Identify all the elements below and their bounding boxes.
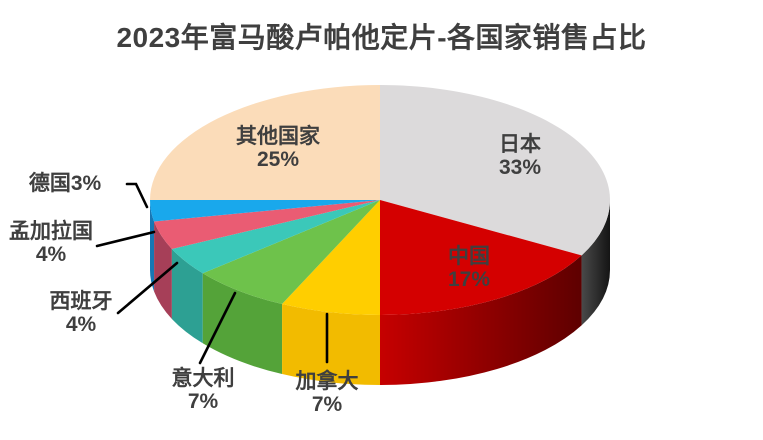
pie-slice-italy — [202, 200, 380, 305]
pie-slices — [150, 85, 611, 385]
slice-label-italy: 意大利 7% — [172, 367, 235, 413]
pie-wall-japan — [581, 200, 610, 326]
slice-label-others-value: 25% — [256, 148, 300, 171]
slice-label-china: 中国 17% — [448, 245, 490, 291]
leader-lines — [95, 182, 329, 365]
pie-wall-bangladesh — [154, 221, 172, 319]
slice-label-canada-name: 加拿大 — [295, 370, 359, 393]
slice-label-germany: 德国3% — [29, 172, 101, 195]
slice-label-spain: 西班牙 4% — [50, 290, 113, 336]
pie-wall-germany — [150, 200, 155, 292]
pie-wall-china — [380, 255, 582, 385]
pie-slice-spain — [171, 200, 380, 274]
slice-label-china-value: 17% — [447, 268, 491, 291]
leader-line-germany — [125, 182, 149, 209]
slice-label-bangladesh: 孟加拉国 4% — [9, 220, 93, 266]
slice-label-germany-name: 德国3% — [28, 172, 102, 195]
pie-wall-italy — [202, 273, 283, 375]
slice-label-japan: 日本 33% — [499, 133, 541, 179]
pie-slice-japan — [380, 85, 611, 256]
slice-label-others: 其他国家 25% — [236, 125, 320, 171]
pie-wall-spain — [171, 248, 203, 344]
slice-label-japan-name: 日本 — [499, 133, 541, 156]
pie-slice-canada — [282, 200, 380, 315]
slice-label-canada: 加拿大 7% — [296, 370, 359, 416]
leader-line-italy — [198, 291, 237, 365]
chart-title: 2023年富马酸卢帕他定片-各国家销售占比 — [116, 22, 647, 53]
slice-label-canada-value: 7% — [311, 393, 343, 416]
pie-slice-bangladesh — [154, 200, 380, 249]
slice-label-china-name: 中国 — [448, 245, 490, 268]
slice-label-italy-name: 意大利 — [171, 367, 235, 390]
pie-wall-canada — [282, 304, 380, 385]
slice-label-italy-value: 7% — [187, 390, 219, 413]
leader-line-spain — [116, 261, 179, 315]
leader-line-bangladesh — [95, 230, 156, 248]
slice-label-bangladesh-value: 4% — [35, 243, 67, 266]
slice-label-others-name: 其他国家 — [236, 125, 320, 148]
slice-label-japan-value: 33% — [498, 156, 542, 179]
slice-label-bangladesh-name: 孟加拉国 — [9, 220, 93, 243]
slice-label-spain-name: 西班牙 — [49, 290, 113, 313]
pie-slice-others — [150, 85, 380, 200]
slice-label-spain-value: 4% — [65, 313, 97, 336]
pie-slice-china — [380, 200, 582, 315]
pie-slice-germany — [150, 200, 380, 222]
